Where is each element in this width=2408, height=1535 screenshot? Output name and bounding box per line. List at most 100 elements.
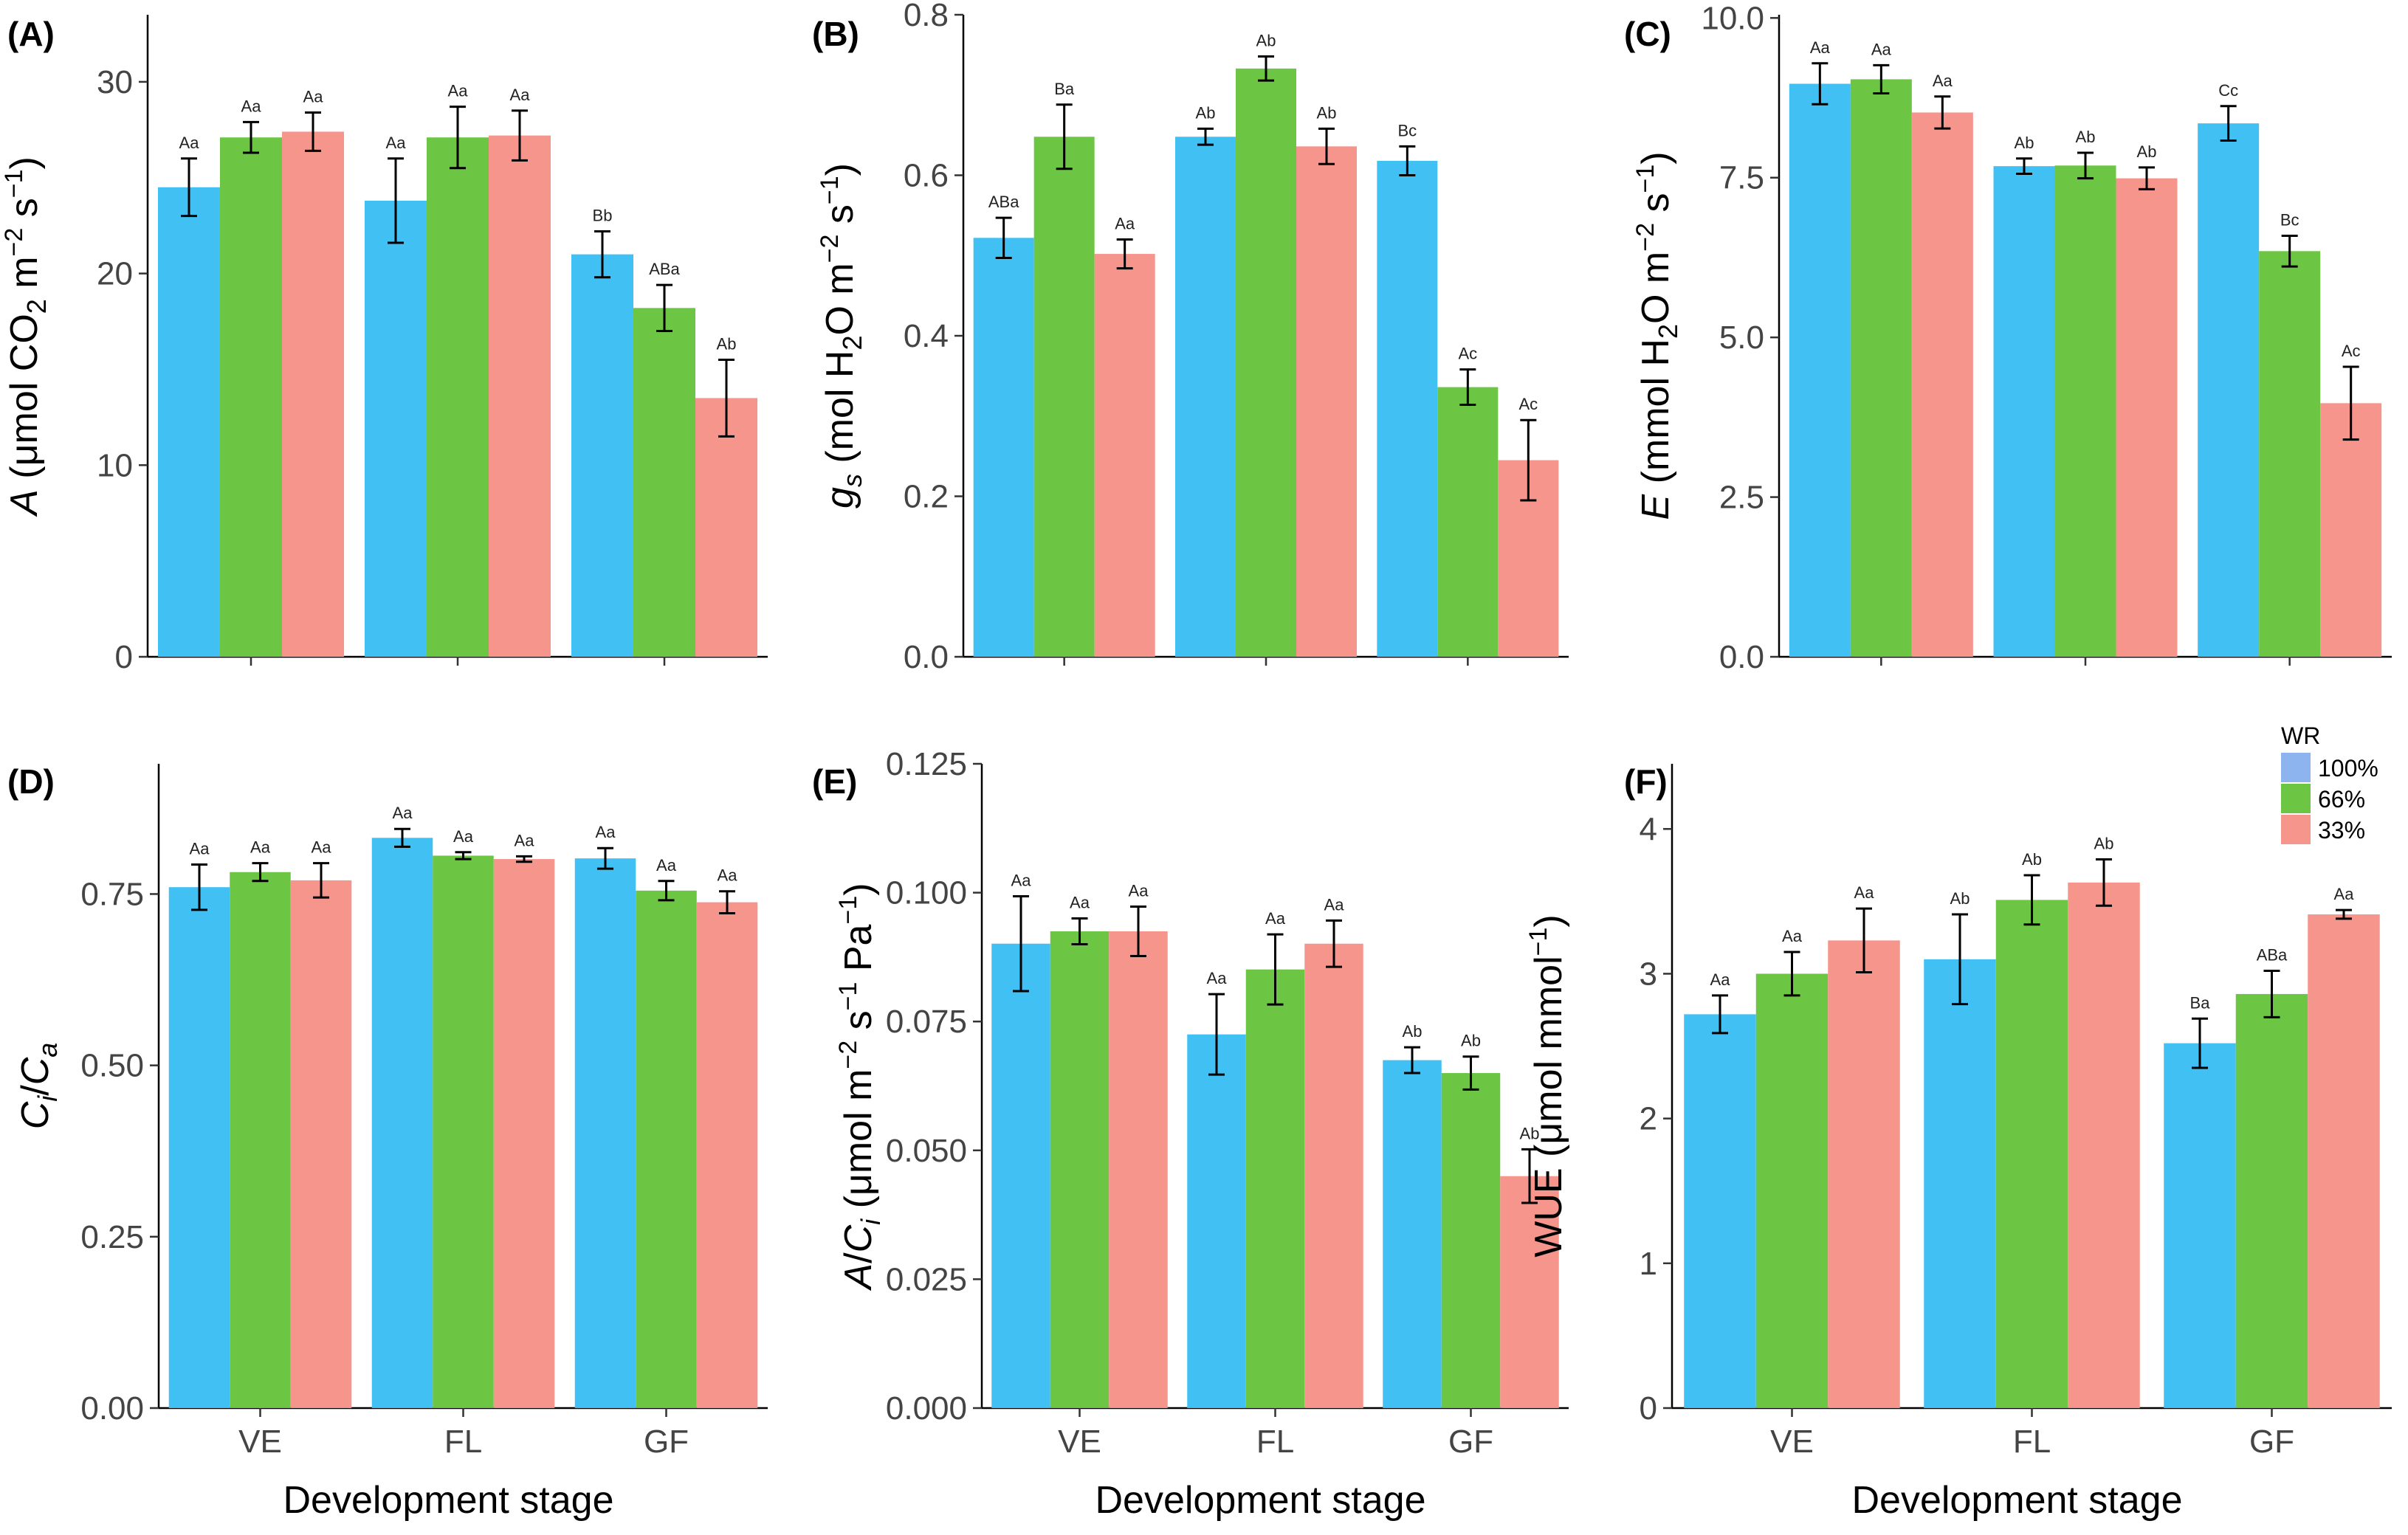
- significance-label: Cc: [2218, 81, 2238, 100]
- y-axis-title: E (mmol H2O m−2 s−1): [1631, 151, 1683, 520]
- bar: [433, 855, 494, 1408]
- significance-label: Aa: [2334, 885, 2355, 903]
- bar: [2054, 165, 2116, 657]
- bar: [2235, 993, 2308, 1408]
- x-axis-title: Development stage: [283, 1479, 613, 1522]
- bar: [2068, 882, 2140, 1408]
- significance-label: Aa: [1324, 895, 1345, 914]
- panel-tag: (B): [812, 15, 859, 53]
- y-tick-label: 0.4: [904, 318, 949, 354]
- y-tick-label: 0.50: [80, 1048, 144, 1084]
- panel-tag: (A): [7, 15, 55, 53]
- y-tick-label: 0.025: [886, 1261, 967, 1297]
- panel-tag: (F): [1624, 762, 1668, 801]
- significance-label: Aa: [1871, 40, 1892, 58]
- bar: [1441, 1073, 1501, 1408]
- x-tick-label: GF: [644, 1424, 689, 1460]
- x-tick-label: FL: [2013, 1424, 2051, 1460]
- panel-f: 0 1 2 3 4 VE FL GF Aa Ab Ba Aa Ab ABa Aa Ab Aa (F) WUE (μm…: [1524, 762, 2392, 1522]
- bar: [695, 398, 757, 657]
- bar: [282, 131, 344, 657]
- panel-e: 0.000 0.025 0.050 0.075 0.100 0.125 VE FL GF Aa Aa…: [812, 746, 1569, 1522]
- y-tick-label: 0.0: [904, 639, 949, 675]
- bar: [574, 858, 636, 1408]
- y-tick-label: 0.75: [80, 876, 144, 912]
- y-tick-label: 0: [1640, 1390, 1657, 1427]
- x-tick-label: VE: [238, 1424, 282, 1460]
- y-tick-label: 0.2: [904, 479, 949, 515]
- bar: [1911, 112, 1973, 657]
- significance-label: Bc: [1397, 121, 1417, 139]
- bar: [1094, 254, 1155, 657]
- bar: [489, 135, 551, 657]
- y-tick-label: 20: [97, 256, 133, 292]
- bar: [1383, 1060, 1442, 1408]
- y-tick-label: 2.5: [1719, 480, 1764, 516]
- bar: [1304, 943, 1363, 1408]
- significance-label: Ab: [1950, 889, 1970, 908]
- significance-label: Aa: [448, 82, 469, 100]
- bar: [571, 254, 633, 658]
- y-tick-label: 0.000: [886, 1390, 967, 1427]
- significance-label: Aa: [1710, 970, 1731, 989]
- legend-label-66: 66%: [2318, 786, 2365, 813]
- significance-label: Ab: [1520, 1124, 1540, 1142]
- panel-c: 0.0 2.5 5.0 7.5 10.0 Aa Ab Cc Aa Ab Bc Aa Ab Ac (C) E (…: [1624, 0, 2392, 675]
- bar: [365, 200, 427, 657]
- bar: [371, 838, 433, 1408]
- legend-key-66: [2281, 784, 2311, 813]
- significance-label: Aa: [393, 804, 413, 822]
- bar: [158, 187, 220, 658]
- significance-label: Ab: [1256, 32, 1276, 50]
- bar: [2308, 914, 2380, 1408]
- significance-label: Ba: [2190, 993, 2211, 1012]
- bar: [1187, 1034, 1246, 1408]
- bar: [427, 137, 489, 657]
- significance-label: Ab: [1403, 1022, 1423, 1041]
- significance-label: ABa: [649, 260, 680, 278]
- x-tick-label: FL: [444, 1424, 482, 1460]
- significance-label: Ab: [1196, 103, 1216, 122]
- panel-tag: (D): [7, 762, 55, 801]
- significance-label: Aa: [1207, 969, 1228, 987]
- bar: [973, 238, 1034, 657]
- significance-label: Ab: [2137, 142, 2157, 161]
- bar: [1850, 79, 1912, 657]
- bar: [1175, 137, 1236, 658]
- legend: WR 100% 66% 33%: [2281, 722, 2378, 844]
- y-tick-label: 1: [1640, 1246, 1657, 1282]
- bar: [1377, 160, 1438, 658]
- significance-label: Aa: [596, 823, 616, 841]
- significance-label: Aa: [1854, 883, 1875, 902]
- legend-key-33: [2281, 815, 2311, 844]
- significance-label: Aa: [1070, 894, 1090, 912]
- bar: [493, 859, 555, 1408]
- y-tick-label: 2: [1640, 1101, 1657, 1137]
- legend-label-33: 33%: [2318, 817, 2365, 844]
- significance-label: Ab: [1461, 1032, 1481, 1050]
- legend-label-100: 100%: [2318, 755, 2378, 782]
- significance-label: Aa: [718, 866, 738, 885]
- bar: [1109, 931, 1168, 1408]
- significance-label: Aa: [1810, 38, 1831, 57]
- significance-label: Ac: [1518, 395, 1538, 413]
- x-tick-label: GF: [1448, 1424, 1493, 1460]
- bar: [1033, 137, 1095, 658]
- bar: [2320, 403, 2382, 657]
- y-tick-label: 7.5: [1719, 160, 1764, 196]
- bar: [1789, 83, 1851, 657]
- bar: [696, 902, 758, 1408]
- significance-label: Ab: [2094, 834, 2114, 852]
- y-tick-label: 0.0: [1719, 639, 1764, 675]
- y-tick-label: 0.6: [904, 158, 949, 194]
- significance-label: Ab: [2022, 850, 2042, 869]
- y-tick-label: 0: [115, 639, 133, 675]
- significance-label: Aa: [1265, 909, 1286, 928]
- significance-label: ABa: [2257, 946, 2288, 965]
- bar: [991, 943, 1050, 1408]
- legend-key-100: [2281, 753, 2311, 782]
- panel-tag: (E): [812, 762, 857, 801]
- significance-label: Aa: [241, 97, 262, 115]
- significance-label: Ac: [2342, 342, 2361, 360]
- bar: [290, 880, 352, 1408]
